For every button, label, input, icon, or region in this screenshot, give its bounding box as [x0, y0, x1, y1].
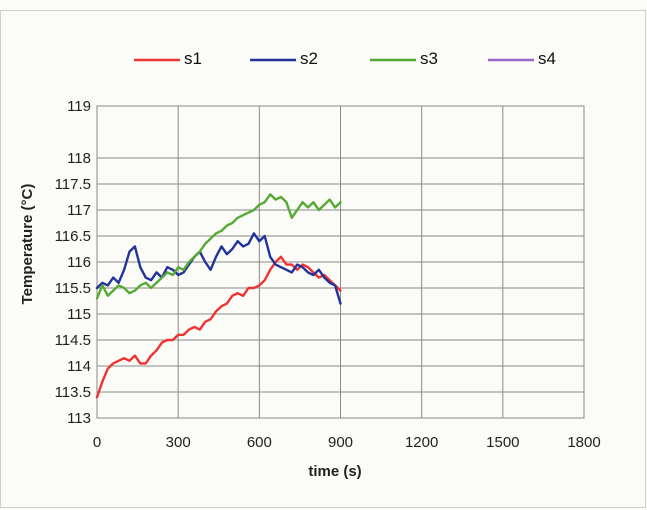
x-tick-label: 1200: [405, 434, 438, 451]
legend-label-s3: s3: [420, 49, 438, 68]
legend: s1 s2 s3 s4: [134, 49, 556, 68]
series-group: [95, 193, 342, 399]
x-axis-title: time (s): [308, 463, 361, 480]
x-tick-label: 900: [328, 434, 353, 451]
x-tick-labels: 0 300 600 900 1200 1500 1800: [93, 434, 601, 451]
y-tick-label: 115: [67, 306, 91, 323]
legend-label-s2: s2: [300, 49, 318, 68]
y-tick-label: 116.5: [55, 228, 91, 245]
y-tick-labels: 113 113.5 114 114.5 115 115.5 116 116.5 117 117.5…: [55, 98, 91, 427]
x-tick-label: 300: [166, 434, 191, 451]
y-tick-label: 114: [67, 358, 91, 375]
y-tick-label: 117: [67, 202, 91, 219]
x-tick-label: 0: [93, 434, 101, 451]
y-tick-label: 114.5: [55, 332, 91, 349]
legend-label-s4: s4: [538, 49, 556, 68]
series-line-s3: [95, 193, 342, 300]
y-tick-label: 113: [67, 410, 91, 427]
y-tick-label: 116: [67, 254, 91, 271]
y-tick-label: 118: [67, 150, 91, 167]
x-tick-label: 600: [247, 434, 272, 451]
series-line-s2: [95, 232, 342, 305]
chart-border: [0, 10, 646, 508]
y-axis-title: Temperature (°C): [19, 184, 36, 305]
y-tick-label: 117.5: [55, 176, 91, 193]
y-tick-label: 113.5: [55, 384, 91, 401]
y-tick-label: 115.5: [55, 280, 91, 297]
x-tick-label: 1500: [486, 434, 519, 451]
y-tick-label: 119: [67, 98, 91, 115]
x-tick-label: 1800: [567, 434, 600, 451]
legend-label-s1: s1: [184, 49, 202, 68]
grid: [96, 105, 585, 419]
